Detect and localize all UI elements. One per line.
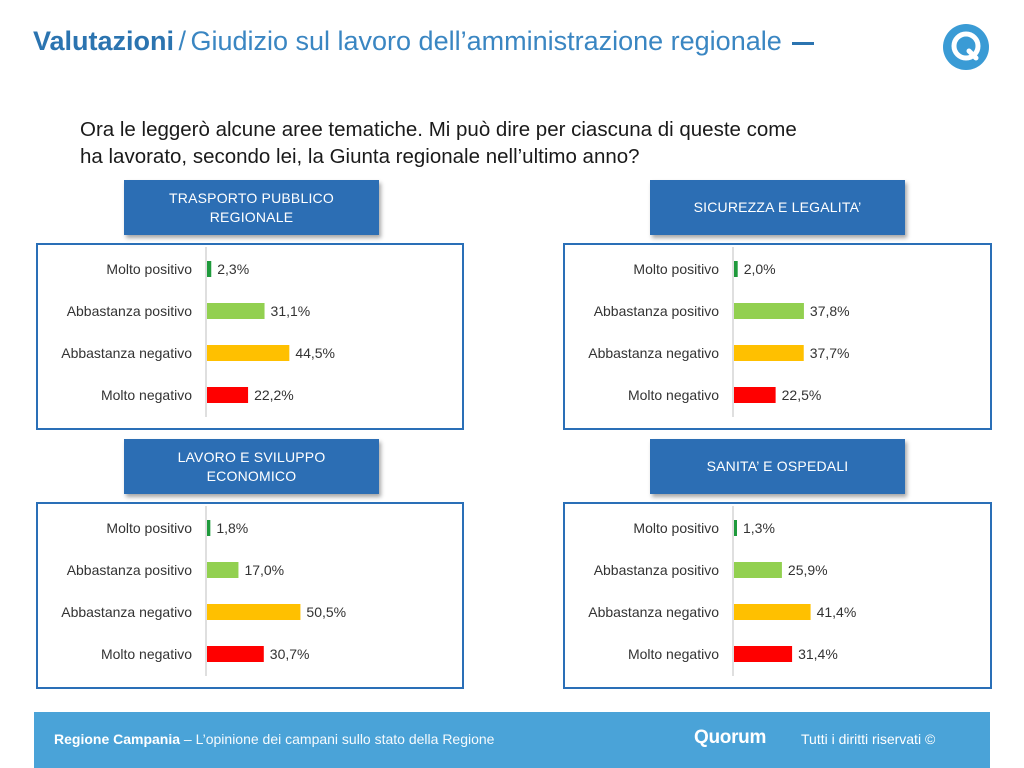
category-label: Abbastanza positivo [67, 303, 193, 319]
bar [734, 345, 804, 361]
value-label: 44,5% [295, 345, 335, 361]
chart-title-sanita: SANITA’ E OSPEDALI [650, 439, 905, 494]
category-label: Molto negativo [101, 387, 192, 403]
chart-title-line: SICUREZZA E LEGALITA’ [693, 199, 862, 215]
bar [734, 303, 804, 319]
category-label: Molto negativo [101, 646, 192, 662]
category-label: Molto positivo [633, 261, 719, 277]
chart-panel-lavoro: Molto positivo 1,8% Abbastanza positivo 17,… [36, 502, 464, 689]
category-label: Abbastanza positivo [594, 562, 720, 578]
chart-title-trasporto: TRASPORTO PUBBLICO REGIONALE [124, 180, 379, 235]
title-subtitle: Giudizio sul lavoro dell’amministrazione… [190, 26, 782, 56]
value-label: 1,8% [216, 520, 248, 536]
quorum-q-logo-icon [943, 24, 989, 70]
value-label: 37,7% [810, 345, 850, 361]
bar [207, 520, 211, 536]
bar [207, 387, 249, 403]
value-label: 2,0% [744, 261, 776, 277]
footer-bar: Regione Campania – L’opinione dei campan… [34, 712, 990, 768]
bar [207, 303, 265, 319]
bar [207, 261, 212, 277]
category-label: Abbastanza positivo [594, 303, 720, 319]
chart-title-line: TRASPORTO PUBBLICO [169, 189, 334, 206]
chart-title-line: LAVORO E SVILUPPO [177, 448, 326, 465]
chart-svg: Molto positivo 1,8% Abbastanza positivo 17,… [61, 506, 346, 676]
bar [734, 562, 782, 578]
value-label: 17,0% [244, 562, 284, 578]
value-label: 50,5% [306, 604, 346, 620]
bar [734, 261, 738, 277]
bar [734, 520, 737, 536]
chart-svg: Molto positivo 1,3% Abbastanza positivo 25,… [588, 506, 857, 676]
category-label: Abbastanza negativo [588, 345, 719, 361]
question-line-2: ha lavorato, secondo lei, la Giunta regi… [80, 145, 640, 168]
chart-title-lavoro: LAVORO E SVILUPPO ECONOMICO [124, 439, 379, 494]
footer-brand-logo: Quorum [694, 727, 767, 748]
chart-title-sicurezza: SICUREZZA E LEGALITA’ [650, 180, 905, 235]
category-label: Molto negativo [628, 646, 719, 662]
value-label: 1,3% [743, 520, 775, 536]
chart-svg: Molto positivo 2,3% Abbastanza positivo 31,… [61, 247, 335, 417]
value-label: 31,1% [271, 303, 311, 319]
footer-rights: Tutti i diritti riservati © [801, 731, 936, 747]
category-label: Molto positivo [106, 520, 192, 536]
value-label: 2,3% [217, 261, 249, 277]
chart-title-line: ECONOMICO [206, 467, 297, 484]
category-label: Abbastanza positivo [67, 562, 193, 578]
chart-panel-sanita: Molto positivo 1,3% Abbastanza positivo 25,… [563, 502, 992, 689]
question-line-1: Ora le leggerò alcune aree tematiche. Mi… [80, 118, 797, 141]
category-label: Molto positivo [106, 261, 192, 277]
survey-question: Ora le leggerò alcune aree tematiche. Mi… [80, 116, 960, 170]
category-label: Abbastanza negativo [61, 604, 192, 620]
footer-region: Regione Campania [54, 731, 181, 747]
bar [734, 387, 776, 403]
bar [207, 345, 290, 361]
chart-title-line: REGIONALE [209, 208, 294, 225]
value-label: 30,7% [270, 646, 310, 662]
value-label: 31,4% [798, 646, 838, 662]
bar [207, 646, 264, 662]
chart-panel-sicurezza: Molto positivo 2,0% Abbastanza positivo 37,… [563, 243, 992, 430]
value-label: 25,9% [788, 562, 828, 578]
category-label: Abbastanza negativo [588, 604, 719, 620]
footer-subtitle: – L’opinione dei campani sullo stato del… [183, 731, 495, 747]
value-label: 22,5% [782, 387, 822, 403]
category-label: Abbastanza negativo [61, 345, 192, 361]
bar [207, 562, 239, 578]
category-label: Molto negativo [628, 387, 719, 403]
bar [734, 604, 811, 620]
bar [734, 646, 793, 662]
chart-title-line: SANITA’ E OSPEDALI [706, 458, 849, 474]
title-dash-decoration [792, 42, 815, 46]
footer-caption: Regione Campania – L’opinione dei campan… [54, 731, 494, 747]
title-main: Valutazioni [33, 26, 175, 56]
page-title: Valutazioni / Giudizio sul lavoro dell’a… [33, 26, 815, 66]
value-label: 41,4% [817, 604, 857, 620]
bar [207, 604, 301, 620]
value-label: 37,8% [810, 303, 850, 319]
chart-svg: Molto positivo 2,0% Abbastanza positivo 37,… [588, 247, 850, 417]
title-separator: / [178, 26, 186, 56]
category-label: Molto positivo [633, 520, 719, 536]
value-label: 22,2% [254, 387, 294, 403]
chart-panel-trasporto: Molto positivo 2,3% Abbastanza positivo 31,… [36, 243, 464, 430]
